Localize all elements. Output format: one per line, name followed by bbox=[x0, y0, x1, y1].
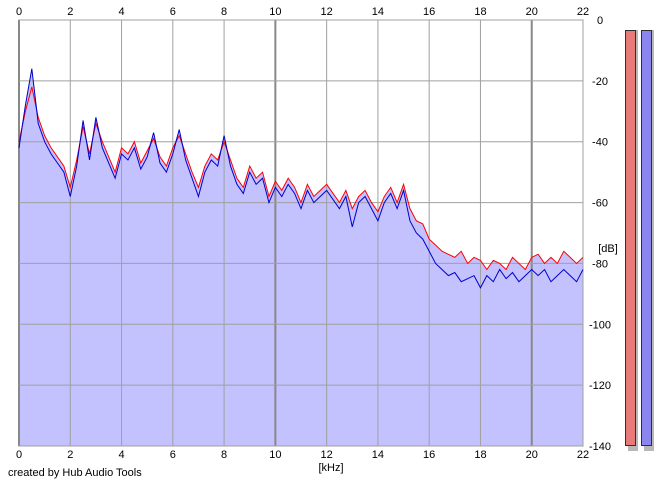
x-tick-label-bottom: 0 bbox=[16, 449, 22, 461]
right-channel-level-meter bbox=[641, 30, 652, 446]
y-axis-label: [dB] bbox=[598, 243, 618, 255]
credit-footer: created by Hub Audio Tools bbox=[8, 467, 142, 479]
x-tick-label-bottom: 12 bbox=[321, 449, 333, 461]
x-tick-label-top: 6 bbox=[170, 6, 176, 18]
x-tick-label-top: 22 bbox=[577, 6, 589, 18]
x-tick-label-top: 16 bbox=[423, 6, 435, 18]
x-tick-label-bottom: 14 bbox=[372, 449, 384, 461]
y-tick-label: -120 bbox=[589, 380, 611, 392]
x-tick-label-top: 18 bbox=[474, 6, 486, 18]
left-channel-level-meter bbox=[625, 30, 636, 446]
x-tick-label-bottom: 4 bbox=[118, 449, 124, 461]
x-tick-label-bottom: 10 bbox=[269, 449, 281, 461]
y-tick-label: 0 bbox=[597, 15, 603, 27]
x-tick-label-top: 12 bbox=[321, 6, 333, 18]
x-tick-label-bottom: 2 bbox=[67, 449, 73, 461]
y-tick-label: -20 bbox=[592, 76, 608, 88]
x-tick-label-top: 14 bbox=[372, 6, 384, 18]
y-tick-label: -40 bbox=[592, 137, 608, 149]
x-tick-label-top: 4 bbox=[118, 6, 124, 18]
x-tick-label-bottom: 18 bbox=[474, 449, 486, 461]
x-tick-label-top: 0 bbox=[16, 6, 22, 18]
x-tick-label-top: 10 bbox=[269, 6, 281, 18]
y-tick-label: -100 bbox=[589, 319, 611, 331]
x-tick-label-bottom: 8 bbox=[221, 449, 227, 461]
x-tick-label-bottom: 20 bbox=[526, 449, 538, 461]
x-tick-label-top: 8 bbox=[221, 6, 227, 18]
y-tick-label: -140 bbox=[589, 441, 611, 453]
x-tick-label-top: 2 bbox=[67, 6, 73, 18]
left-channel-line bbox=[18, 86, 584, 271]
y-tick-label: -80 bbox=[592, 258, 608, 270]
x-tick-label-top: 20 bbox=[526, 6, 538, 18]
y-tick-label: -60 bbox=[592, 198, 608, 210]
right-channel-line bbox=[18, 68, 584, 289]
x-tick-label-bottom: 22 bbox=[577, 449, 589, 461]
x-tick-label-bottom: 16 bbox=[423, 449, 435, 461]
x-axis-label: [kHz] bbox=[318, 462, 343, 474]
x-tick-label-bottom: 6 bbox=[170, 449, 176, 461]
